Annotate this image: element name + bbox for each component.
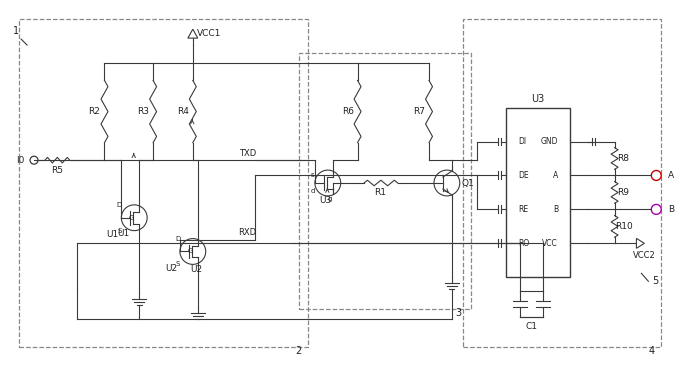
Circle shape [651, 171, 661, 181]
Text: R6: R6 [341, 107, 354, 116]
Text: B: B [668, 205, 675, 214]
Text: RXD: RXD [239, 228, 256, 237]
Text: Q1: Q1 [462, 178, 475, 188]
Text: 2: 2 [295, 346, 301, 356]
Text: R1: R1 [375, 188, 387, 197]
Text: R7: R7 [413, 107, 425, 116]
Text: A: A [553, 171, 558, 180]
Bar [299, 53, 470, 309]
Text: R8: R8 [618, 154, 629, 163]
Text: D: D [175, 236, 180, 241]
Text: U2: U2 [190, 265, 202, 274]
Text: 3: 3 [456, 308, 462, 318]
Text: TXD: TXD [239, 149, 256, 158]
Text: S: S [176, 261, 180, 268]
Text: U2: U2 [165, 264, 177, 273]
Text: VCC: VCC [542, 239, 558, 248]
Text: R3: R3 [137, 107, 149, 116]
Text: 1: 1 [13, 26, 19, 36]
Text: g: g [328, 196, 332, 202]
Text: VCC1: VCC1 [197, 29, 221, 38]
Text: G: G [128, 215, 134, 221]
Text: DI: DI [518, 137, 527, 146]
Text: DE: DE [518, 171, 529, 180]
Text: R4: R4 [177, 107, 189, 116]
Text: R10: R10 [614, 222, 633, 231]
Text: 5: 5 [652, 276, 658, 286]
Text: D: D [117, 202, 122, 208]
Circle shape [30, 156, 38, 164]
Text: 4: 4 [648, 346, 654, 356]
Text: U3: U3 [320, 196, 332, 206]
Bar [19, 19, 308, 347]
Text: GND: GND [541, 137, 558, 146]
Text: VCC2: VCC2 [633, 251, 656, 260]
Text: RE: RE [518, 205, 529, 214]
Text: G: G [187, 248, 193, 254]
Bar [463, 19, 661, 347]
Text: U1: U1 [106, 230, 118, 239]
Text: R5: R5 [51, 166, 63, 175]
Bar [506, 108, 570, 277]
Text: I0: I0 [16, 156, 24, 165]
Text: U3: U3 [531, 94, 545, 103]
Text: s: s [311, 172, 315, 178]
Text: d: d [311, 188, 315, 194]
Text: R9: R9 [618, 188, 629, 197]
Circle shape [651, 204, 661, 214]
Text: R2: R2 [89, 107, 101, 116]
Text: U1: U1 [118, 229, 130, 238]
Text: B: B [553, 205, 558, 214]
Text: C1: C1 [526, 322, 537, 331]
Text: S: S [117, 228, 122, 234]
Text: A: A [668, 171, 675, 180]
Text: RO: RO [518, 239, 529, 248]
